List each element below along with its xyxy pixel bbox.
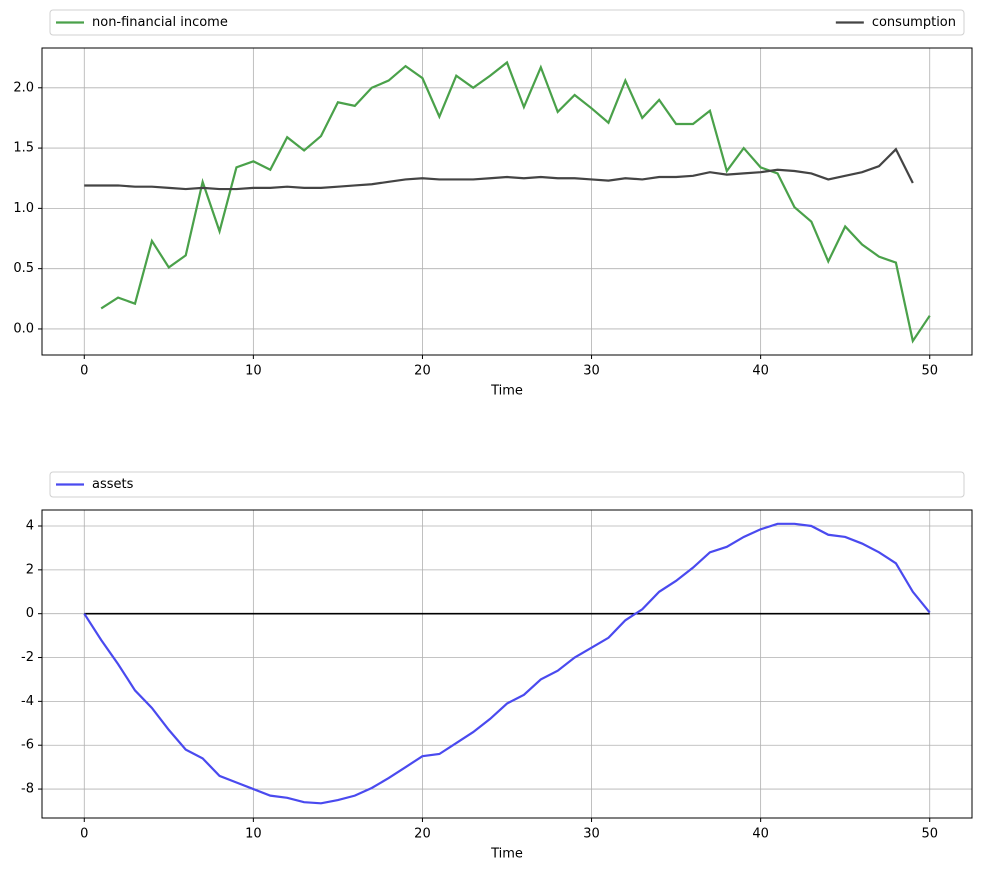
y-tick-label: 4: [26, 519, 34, 534]
x-tick-label: 30: [583, 827, 600, 842]
x-axis-label: Time: [490, 384, 523, 399]
series-line: [83, 522, 931, 805]
x-tick-label: 10: [245, 827, 262, 842]
legend-label: non-financial income: [92, 15, 228, 30]
y-tick-label: 1.0: [13, 201, 34, 216]
x-tick-label: 50: [921, 827, 938, 842]
legend-box: [49, 471, 965, 498]
x-tick-label: 10: [245, 364, 262, 379]
x-tick-label: 0: [80, 827, 88, 842]
y-tick-label: -2: [21, 650, 34, 665]
series-line: [100, 60, 931, 344]
y-tick-label: 0: [26, 606, 34, 621]
x-tick-label: 40: [752, 364, 769, 379]
y-tick-label: -4: [21, 694, 34, 709]
x-tick-label: 30: [583, 364, 600, 379]
y-tick-label: 1.5: [13, 141, 34, 156]
x-tick-label: 40: [752, 827, 769, 842]
x-tick-label: 50: [921, 364, 938, 379]
legend-label: consumption: [872, 15, 956, 30]
series-line: [84, 147, 914, 191]
y-tick-label: 2.0: [13, 80, 34, 95]
x-tick-label: 20: [414, 827, 431, 842]
x-tick-label: 0: [80, 364, 88, 379]
y-tick-label: 2: [26, 562, 34, 577]
axes-frame: [41, 509, 973, 819]
y-tick-label: 0.0: [13, 321, 34, 336]
y-tick-label: 0.5: [13, 261, 34, 276]
y-tick-label: -8: [21, 782, 34, 797]
x-axis-label: Time: [490, 847, 523, 862]
legend-box: [49, 9, 965, 36]
legend-label: assets: [92, 477, 134, 492]
axes-frame: [41, 47, 973, 356]
x-tick-label: 20: [414, 364, 431, 379]
y-tick-label: -6: [21, 738, 34, 753]
